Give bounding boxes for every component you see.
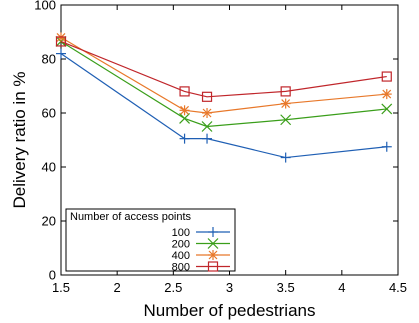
data-point	[202, 133, 213, 144]
y-tick-label: 20	[42, 214, 56, 229]
y-tick-label: 40	[42, 160, 56, 175]
data-point	[280, 114, 292, 126]
legend-label: 800	[172, 262, 190, 274]
data-point	[56, 48, 66, 59]
series-100	[56, 48, 392, 163]
legend-entry: 100	[172, 227, 230, 239]
data-point	[179, 112, 190, 124]
data-point	[381, 71, 392, 82]
data-point	[280, 98, 291, 109]
data-point	[381, 89, 392, 100]
x-tick-label: 4	[338, 280, 345, 295]
data-point	[280, 152, 291, 163]
data-point	[381, 141, 392, 152]
series-layer	[55, 32, 393, 163]
legend-label: 400	[172, 250, 190, 262]
legend-title: Number of access points	[70, 211, 192, 223]
legend-label: 100	[172, 227, 190, 239]
data-point	[202, 108, 213, 118]
y-axis-ticks: 0 20 40 60 80 100	[34, 0, 398, 283]
data-point	[55, 36, 67, 47]
y-tick-label: 60	[42, 106, 56, 121]
legend-entry: 400	[172, 250, 230, 262]
legend-marker	[208, 227, 218, 237]
series-line	[60, 40, 387, 98]
legend-entry: 200	[172, 238, 230, 251]
x-tick-label: 3.5	[277, 280, 295, 295]
data-point	[179, 133, 190, 144]
x-tick-label: 4.5	[389, 280, 407, 295]
x-tick-label: 2	[114, 280, 121, 295]
data-point	[201, 121, 213, 132]
y-axis-label: Delivery ratio in %	[10, 72, 29, 209]
x-tick-label: 2.5	[164, 280, 182, 295]
data-point	[201, 91, 213, 102]
legend-marker	[207, 261, 219, 272]
x-tick-label: 1.5	[52, 280, 70, 295]
legend-entry: 800	[172, 261, 230, 274]
legend-marker	[208, 250, 218, 260]
data-point	[280, 86, 291, 97]
legend-box	[65, 208, 236, 272]
data-point	[381, 103, 393, 115]
y-tick-label: 0	[49, 268, 56, 283]
x-axis-label: Number of pedestrians	[144, 301, 316, 320]
legend-marker	[207, 238, 219, 249]
data-point	[179, 105, 190, 116]
x-tick-label: 3	[226, 280, 233, 295]
legend-label: 200	[172, 239, 190, 251]
series-800	[55, 36, 392, 102]
data-point	[179, 86, 190, 97]
y-tick-label: 80	[42, 52, 56, 67]
y-tick-label: 100	[34, 0, 56, 13]
x-axis-ticks: 1.5 2 2.5 3 3.5 4 4.5	[52, 5, 407, 295]
